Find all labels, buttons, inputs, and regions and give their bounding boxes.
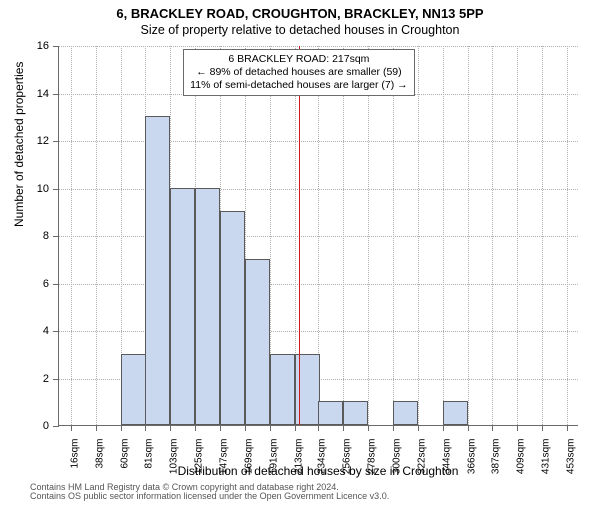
y-tick-label: 6 [43,278,49,290]
gridline-vertical [343,46,344,425]
x-tick [418,425,419,431]
x-tick [393,425,394,431]
histogram-bar [170,188,195,426]
x-tick [170,425,171,431]
histogram-bar [121,354,146,425]
gridline-vertical [443,46,444,425]
gridline-vertical [542,46,543,425]
x-tick [145,425,146,431]
x-tick [468,425,469,431]
x-tick [270,425,271,431]
property-info-line: ← 89% of detached houses are smaller (59… [190,66,408,79]
y-tick-label: 12 [37,135,49,147]
property-info-line: 11% of semi-detached houses are larger (… [190,79,408,92]
gridline-vertical [368,46,369,425]
gridline-vertical [71,46,72,425]
y-tick-label: 2 [43,373,49,385]
x-tick [245,425,246,431]
x-tick [295,425,296,431]
x-tick [195,425,196,431]
property-info-line: 6 BRACKLEY ROAD: 217sqm [190,53,408,66]
property-marker-line [299,46,300,425]
y-tick [53,94,59,95]
x-tick [220,425,221,431]
chart-plot-area: 024681012141616sqm38sqm60sqm81sqm103sqm1… [58,46,578,426]
y-tick-label: 16 [37,40,49,52]
x-tick [567,425,568,431]
gridline-vertical [517,46,518,425]
gridline-vertical [567,46,568,425]
histogram-bar [270,354,295,425]
histogram-bar [195,188,220,426]
x-tick [96,425,97,431]
x-tick [492,425,493,431]
y-tick [53,236,59,237]
histogram-bar [220,211,245,425]
footer-line2: Contains OS public sector information li… [30,492,389,501]
gridline-vertical [393,46,394,425]
x-tick [121,425,122,431]
y-tick-label: 14 [37,88,49,100]
chart-title-main: 6, BRACKLEY ROAD, CROUGHTON, BRACKLEY, N… [0,6,600,21]
histogram-bar [318,401,343,425]
histogram-bar [393,401,418,425]
gridline-vertical [96,46,97,425]
y-tick-label: 10 [37,183,49,195]
y-tick-label: 8 [43,230,49,242]
x-tick [343,425,344,431]
chart-title-sub: Size of property relative to detached ho… [0,23,600,37]
y-tick [53,331,59,332]
histogram-bar [245,259,270,425]
y-tick [53,141,59,142]
footer-attribution: Contains HM Land Registry data © Crown c… [30,483,389,502]
x-tick [71,425,72,431]
gridline-vertical [468,46,469,425]
x-tick [318,425,319,431]
histogram-bar [443,401,468,425]
x-axis-title: Distribution of detached houses by size … [58,464,578,478]
y-tick-label: 4 [43,325,49,337]
y-axis-title: Number of detached properties [12,62,26,227]
y-tick [53,189,59,190]
x-tick [443,425,444,431]
gridline-vertical [492,46,493,425]
y-tick [53,46,59,47]
histogram-bar [343,401,368,425]
gridline-vertical [418,46,419,425]
x-tick [517,425,518,431]
y-tick [53,379,59,380]
histogram-bar [145,116,170,425]
y-tick [53,284,59,285]
property-info-box: 6 BRACKLEY ROAD: 217sqm← 89% of detached… [183,49,415,96]
x-tick [542,425,543,431]
x-tick [368,425,369,431]
y-tick [53,426,59,427]
y-tick-label: 0 [43,420,49,432]
